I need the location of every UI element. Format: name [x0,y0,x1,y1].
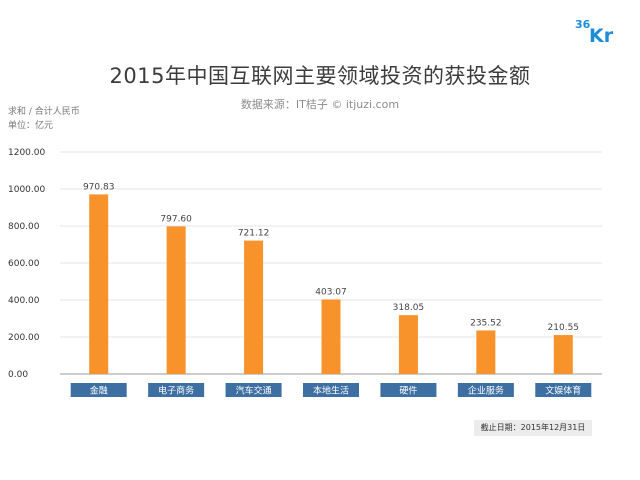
chart-source: 数据来源：IT桔子 © itjuzi.com [240,98,400,111]
y-tick-label: 400.00 [8,296,40,306]
category-label-bg [70,383,127,397]
category-label-bg [225,383,282,397]
cutoff-date-note: 截止日期：2015年12月31日 [474,420,592,436]
category-label-bg [148,383,205,397]
aggregation-label: 求和 / 合计人民币 [8,107,80,117]
svg-text:36: 36 [575,18,591,31]
svg-text:Kr: Kr [589,25,614,47]
y-tick-label: 1000.00 [8,185,45,195]
category-label-bg [303,383,359,397]
category-label-bg [535,383,592,397]
category-label: 硬件 [399,385,417,397]
y-tick-label: 0.00 [8,370,28,380]
y-tick-label: 1200.00 [8,148,45,158]
data-label: 318.05 [393,303,425,313]
data-label: 235.52 [470,318,502,328]
bar [398,315,418,374]
36kr-logo: 36 Kr [575,18,614,47]
bar [166,226,186,374]
category-label: 本地生活 [313,385,349,397]
y-tick-label: 600.00 [8,259,40,269]
category-label: 汽车交通 [236,385,272,397]
bar [89,194,109,374]
category-label: 电子商务 [158,385,194,397]
category-label-bg [457,383,514,397]
data-label: 970.83 [83,182,115,192]
data-label: 797.60 [160,214,192,224]
category-label: 金融 [90,385,108,397]
data-label: 721.12 [238,229,270,239]
category-label: 企业服务 [468,385,504,397]
category-label: 文娱体育 [545,385,581,397]
y-tick-label: 200.00 [8,333,40,343]
category-label-bg [380,383,437,397]
y-tick-label: 800.00 [8,222,40,232]
data-label: 403.07 [315,287,347,297]
unit-label: 单位：亿元 [8,121,54,131]
bar [553,335,573,374]
bar [321,299,341,374]
chart-title: 2015年中国互联网主要领域投资的获投金额 [109,64,531,88]
bar [476,330,496,374]
data-label: 210.55 [548,323,580,333]
bar [244,240,264,374]
